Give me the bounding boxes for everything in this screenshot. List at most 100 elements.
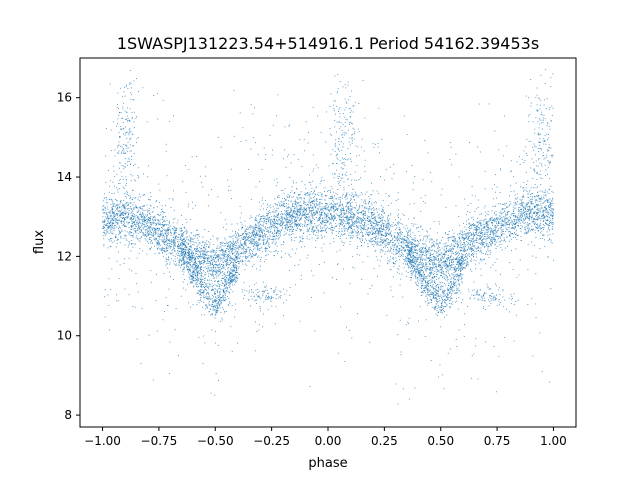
data-point xyxy=(119,212,121,214)
data-point xyxy=(472,243,473,245)
data-point xyxy=(117,228,119,230)
data-point xyxy=(501,203,503,205)
data-point xyxy=(331,207,333,209)
data-point xyxy=(425,230,427,232)
data-point xyxy=(311,193,313,195)
data-point xyxy=(235,259,237,261)
data-point xyxy=(105,232,107,234)
data-point xyxy=(138,196,140,198)
data-point xyxy=(149,192,151,194)
data-point xyxy=(425,250,427,252)
data-point xyxy=(221,259,223,261)
data-point xyxy=(385,221,387,223)
data-point xyxy=(117,238,119,240)
data-point xyxy=(313,214,315,216)
data-point xyxy=(147,218,149,220)
data-point xyxy=(112,181,114,183)
data-point xyxy=(438,271,440,273)
data-point xyxy=(315,202,317,204)
data-point xyxy=(420,226,421,228)
data-point xyxy=(192,241,194,243)
data-point xyxy=(461,230,463,232)
data-point xyxy=(419,256,421,258)
data-point xyxy=(230,269,232,271)
data-point xyxy=(139,218,141,220)
data-point xyxy=(286,208,288,210)
data-point xyxy=(110,238,112,240)
data-point xyxy=(125,212,126,214)
data-point xyxy=(217,254,218,256)
data-point xyxy=(360,227,362,229)
data-point xyxy=(333,217,335,219)
data-point xyxy=(445,252,447,254)
data-point xyxy=(503,231,505,232)
data-point xyxy=(374,232,376,234)
data-point xyxy=(208,269,210,271)
data-point xyxy=(535,199,537,201)
data-point xyxy=(355,222,357,224)
data-point xyxy=(357,213,359,214)
data-point xyxy=(462,233,464,235)
data-point xyxy=(152,219,154,221)
data-point xyxy=(275,219,277,221)
data-point xyxy=(371,224,373,226)
data-point xyxy=(110,217,112,219)
data-point xyxy=(228,243,230,245)
data-point xyxy=(528,231,530,233)
data-point xyxy=(193,263,195,265)
data-point xyxy=(485,222,487,224)
data-point xyxy=(159,228,160,229)
data-point xyxy=(549,206,551,208)
data-point xyxy=(280,215,282,217)
data-point xyxy=(433,243,435,245)
data-point xyxy=(220,272,222,274)
data-point xyxy=(162,210,164,212)
data-point xyxy=(188,249,190,251)
data-point xyxy=(307,192,309,194)
data-point xyxy=(316,197,317,199)
data-point xyxy=(498,221,500,223)
data-point xyxy=(241,248,243,250)
data-point xyxy=(424,247,426,249)
data-point xyxy=(143,214,144,216)
data-point xyxy=(296,224,298,226)
data-point xyxy=(363,213,365,214)
data-point xyxy=(451,267,453,269)
data-point xyxy=(238,235,240,237)
data-point xyxy=(217,245,219,247)
data-point xyxy=(117,238,119,240)
data-point xyxy=(111,199,113,200)
data-point xyxy=(431,259,432,261)
data-point xyxy=(488,220,490,222)
data-point xyxy=(458,251,460,253)
data-point xyxy=(351,208,353,210)
data-point xyxy=(345,206,347,208)
data-point xyxy=(254,238,256,240)
data-point xyxy=(139,228,140,229)
data-point xyxy=(116,205,118,206)
data-point xyxy=(245,244,246,246)
data-point xyxy=(421,253,423,255)
data-point xyxy=(413,254,415,256)
data-point xyxy=(413,244,415,246)
data-point xyxy=(394,224,396,226)
data-point xyxy=(466,262,468,264)
data-point xyxy=(408,267,409,269)
data-point xyxy=(179,234,180,236)
data-point xyxy=(324,224,326,226)
data-point xyxy=(252,253,254,255)
data-point xyxy=(199,270,201,272)
data-point xyxy=(166,236,167,238)
data-point xyxy=(114,218,116,220)
data-point xyxy=(291,196,293,198)
data-point xyxy=(223,264,224,266)
data-point xyxy=(470,248,472,250)
data-point xyxy=(280,222,282,224)
data-point xyxy=(452,274,454,276)
data-point xyxy=(379,224,381,226)
data-point xyxy=(334,203,336,205)
data-point xyxy=(405,236,407,238)
data-point xyxy=(506,206,508,208)
data-point xyxy=(128,202,130,204)
data-point xyxy=(413,261,415,263)
